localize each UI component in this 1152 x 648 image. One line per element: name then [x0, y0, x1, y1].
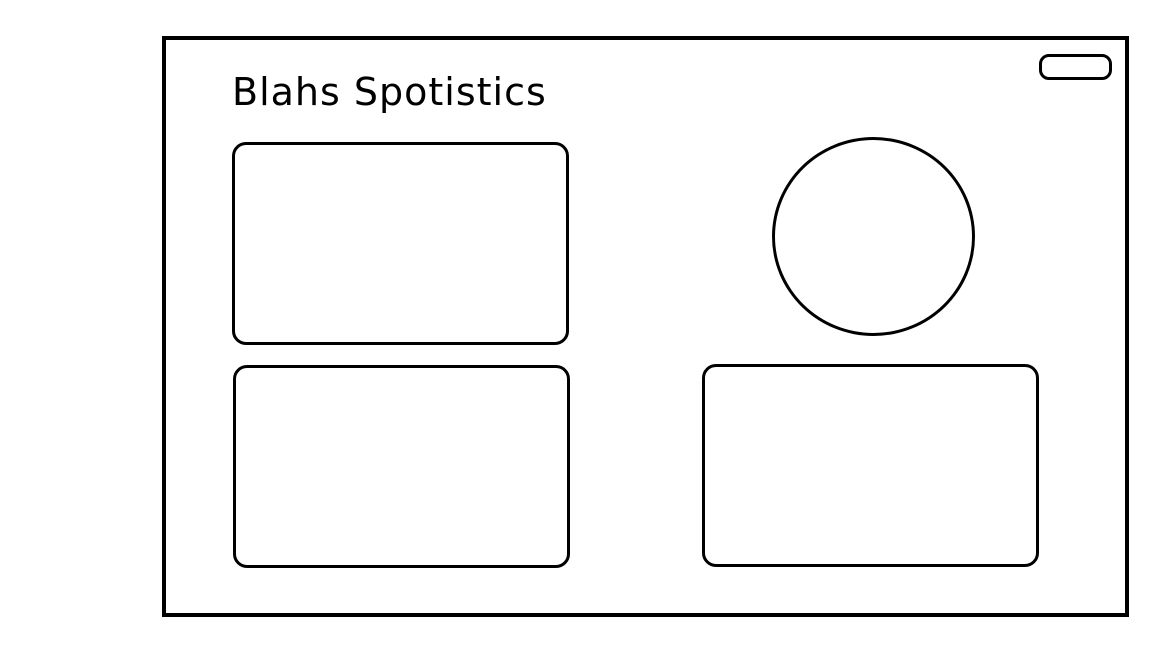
app-window-frame — [162, 36, 1129, 617]
stats-card-top-left[interactable] — [232, 142, 569, 345]
stats-card-bottom-right[interactable] — [702, 364, 1039, 567]
stats-card-bottom-left[interactable] — [233, 365, 570, 568]
top-right-button[interactable] — [1039, 54, 1112, 80]
page-title: Blahs Spotistics — [232, 70, 547, 114]
profile-avatar-circle[interactable] — [772, 137, 975, 336]
